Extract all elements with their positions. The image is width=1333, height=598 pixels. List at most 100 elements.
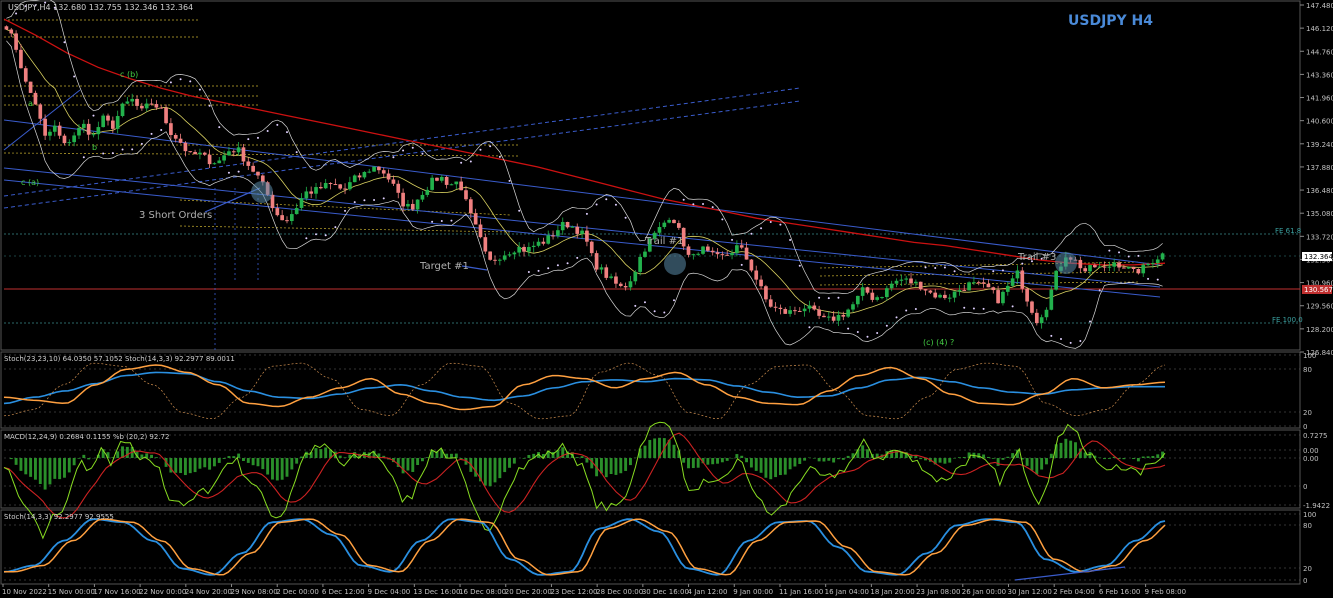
psar-dot bbox=[740, 263, 743, 266]
time-tick-label: 10 Nov 2022 bbox=[2, 588, 47, 596]
price-panel[interactable] bbox=[3, 0, 1300, 350]
candle-body bbox=[159, 107, 164, 109]
candle-body bbox=[1117, 262, 1121, 268]
candle bbox=[183, 141, 188, 157]
candle-body bbox=[256, 171, 260, 176]
candle bbox=[473, 208, 478, 225]
candle-body bbox=[9, 29, 14, 34]
candle-body bbox=[246, 161, 251, 166]
candle bbox=[4, 25, 9, 30]
psar-dot bbox=[489, 145, 492, 148]
candle bbox=[918, 281, 923, 291]
candle-body bbox=[96, 127, 101, 135]
psar-dot bbox=[702, 203, 705, 206]
candle bbox=[696, 252, 701, 256]
candle-body bbox=[1088, 265, 1092, 272]
candle bbox=[285, 216, 289, 224]
price-tick-label: 147.480 bbox=[1306, 2, 1333, 10]
psar-dot bbox=[1079, 340, 1082, 343]
candle-body bbox=[28, 81, 33, 93]
psar-dot bbox=[760, 227, 763, 230]
candle bbox=[1025, 287, 1029, 307]
candle-body bbox=[560, 222, 565, 231]
candle-body bbox=[164, 107, 168, 124]
candle bbox=[652, 230, 657, 243]
candle bbox=[130, 93, 135, 106]
time-tick-label: 9 Jan 00:00 bbox=[733, 588, 773, 596]
price-tick-label: 130.960 bbox=[1306, 280, 1333, 288]
candle bbox=[319, 182, 323, 190]
candle bbox=[570, 225, 575, 228]
candle-body bbox=[880, 297, 884, 299]
candle bbox=[643, 248, 647, 258]
candle-body bbox=[565, 222, 570, 228]
stoch2-level-label: 20 bbox=[1303, 565, 1312, 573]
candle-body bbox=[401, 192, 405, 207]
psar-dot bbox=[63, 41, 66, 44]
stoch1-main-line bbox=[3, 364, 1166, 411]
psar-dot bbox=[247, 138, 250, 141]
candle-body bbox=[754, 270, 759, 280]
psar-dot bbox=[527, 271, 530, 274]
candle-body bbox=[662, 222, 667, 228]
candle-body bbox=[343, 188, 347, 190]
candle bbox=[115, 110, 120, 134]
candle-body bbox=[406, 203, 410, 207]
candle bbox=[1136, 268, 1141, 275]
candle-body bbox=[1015, 270, 1020, 279]
candle-body bbox=[739, 245, 744, 248]
candle bbox=[299, 193, 304, 211]
stoch1-level-label: 100 bbox=[1303, 352, 1316, 360]
candle bbox=[449, 183, 454, 186]
candle bbox=[91, 131, 96, 138]
candle bbox=[222, 150, 226, 164]
candle-body bbox=[851, 304, 855, 310]
price-tick-label: 141.960 bbox=[1306, 95, 1333, 103]
candle bbox=[275, 203, 280, 217]
candle-body bbox=[72, 135, 76, 143]
candle bbox=[488, 251, 493, 261]
candle bbox=[1146, 262, 1150, 267]
candle-body bbox=[962, 290, 967, 292]
candle-body bbox=[1122, 267, 1126, 269]
candle bbox=[444, 175, 449, 189]
candle bbox=[338, 183, 343, 191]
candle-body bbox=[623, 286, 628, 288]
candle bbox=[1107, 261, 1112, 272]
candle bbox=[231, 149, 236, 157]
candle-body bbox=[1097, 266, 1102, 268]
candle-body bbox=[817, 309, 821, 316]
psar-dot bbox=[189, 80, 192, 83]
candle bbox=[333, 178, 338, 186]
candle-body bbox=[304, 191, 309, 199]
candle bbox=[807, 300, 812, 313]
candle bbox=[527, 242, 531, 257]
candle-body bbox=[1131, 267, 1136, 269]
candle-body bbox=[822, 315, 826, 318]
candle bbox=[57, 121, 62, 139]
time-tick-label: 2 Dec 00:00 bbox=[276, 588, 319, 596]
fib-level-8 bbox=[179, 225, 511, 233]
candle-body bbox=[812, 305, 817, 310]
psar-dot bbox=[305, 237, 308, 240]
candle bbox=[754, 265, 759, 285]
candle bbox=[309, 186, 314, 199]
candle-body bbox=[1146, 264, 1150, 266]
psar-dot bbox=[421, 152, 424, 155]
candle-body bbox=[589, 241, 594, 254]
candle bbox=[952, 291, 957, 303]
psar-dot bbox=[972, 307, 975, 310]
candle bbox=[478, 218, 483, 239]
candle bbox=[580, 227, 584, 239]
candle-body bbox=[1160, 253, 1165, 260]
candle-body bbox=[730, 253, 734, 256]
candle-body bbox=[377, 166, 381, 171]
candle bbox=[304, 186, 309, 201]
time-tick-label: 6 Dec 12:00 bbox=[322, 588, 365, 596]
psar-dot bbox=[24, 5, 27, 8]
candle bbox=[865, 286, 870, 295]
candle-body bbox=[101, 115, 106, 128]
candle bbox=[1141, 262, 1146, 278]
